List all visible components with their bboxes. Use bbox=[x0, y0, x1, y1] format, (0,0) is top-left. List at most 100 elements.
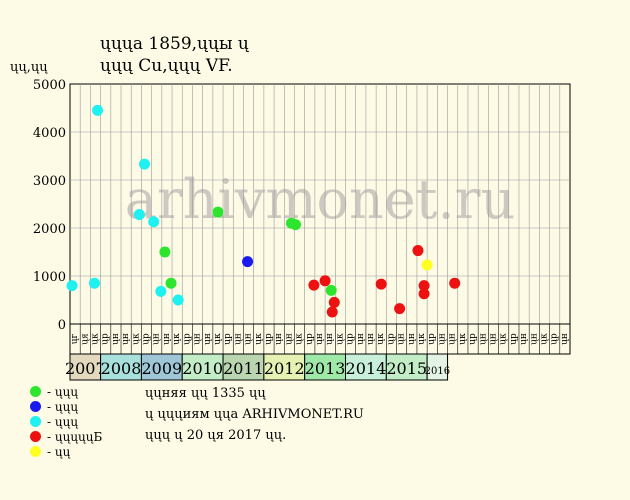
x-tick-label: ųн bbox=[356, 333, 366, 345]
year-label: 2007 bbox=[65, 359, 106, 378]
year-label: 2010 bbox=[182, 359, 223, 378]
x-tick-label: ųк bbox=[213, 333, 223, 345]
x-tick-label: ųн bbox=[519, 333, 529, 345]
data-point bbox=[88, 277, 100, 289]
y-tick-label: 4000 bbox=[33, 126, 66, 141]
data-point bbox=[421, 259, 433, 271]
data-point bbox=[92, 104, 104, 116]
x-tick-label: ųн bbox=[233, 333, 243, 345]
data-point bbox=[133, 209, 145, 221]
data-point bbox=[375, 278, 387, 290]
data-point bbox=[212, 206, 224, 218]
data-point bbox=[308, 279, 320, 291]
x-tick-label: ųр bbox=[305, 333, 315, 345]
y-tick-label: 1000 bbox=[33, 270, 66, 285]
x-tick-label: ųк bbox=[172, 333, 182, 345]
x-tick-label: ųр bbox=[101, 333, 111, 345]
x-tick-label: ųр bbox=[386, 333, 396, 345]
legend-label: - ųųų bbox=[47, 399, 79, 414]
note-date: ųųų ų 20 ųя 2017 ųų. bbox=[145, 428, 287, 443]
x-tick-label: ųк bbox=[417, 333, 427, 345]
data-point bbox=[66, 280, 78, 292]
x-tick-label: ųн bbox=[488, 333, 498, 345]
x-tick-label: ųк bbox=[335, 333, 345, 345]
y-tick-label: 0 bbox=[58, 318, 66, 333]
data-point bbox=[418, 288, 430, 300]
note-source: ų ųųųиям ųųа ARHIVMONET.RU bbox=[145, 407, 364, 422]
notes: ųųняя ųų 1335 ųų ų ųųųиям ųųа ARHIVMONET… bbox=[145, 383, 364, 446]
x-tick-label: ųк bbox=[131, 333, 141, 345]
x-tick-label: ųр bbox=[346, 333, 356, 345]
data-point bbox=[290, 219, 302, 231]
x-tick-label: ųн bbox=[448, 333, 458, 345]
x-tick-label: ųр bbox=[550, 333, 560, 345]
x-tick-label: ųр bbox=[427, 333, 437, 345]
data-point bbox=[328, 296, 340, 308]
year-band bbox=[140, 353, 183, 381]
year-band bbox=[100, 353, 142, 381]
data-point bbox=[159, 246, 171, 258]
chart-title-line1: ųųųа 1859,ųųы ų bbox=[100, 34, 249, 54]
data-point bbox=[412, 245, 424, 257]
x-tick-label: ųн bbox=[325, 333, 335, 345]
data-point bbox=[172, 294, 184, 306]
data-point bbox=[394, 303, 406, 315]
x-tick-label: ųк bbox=[91, 333, 101, 345]
year-band bbox=[345, 353, 387, 381]
data-point bbox=[155, 285, 167, 297]
x-tick-label: ųн bbox=[284, 333, 294, 345]
data-point bbox=[242, 256, 254, 268]
x-tick-label: ųк bbox=[499, 333, 509, 345]
x-tick-label: ųр bbox=[468, 333, 478, 345]
year-band bbox=[304, 353, 347, 381]
year-band bbox=[385, 353, 428, 381]
x-tick-label: ųр bbox=[142, 333, 152, 345]
x-tick-label: ųн bbox=[111, 333, 121, 345]
y-tick-label: 2000 bbox=[33, 222, 66, 237]
x-tick-label: ųн bbox=[193, 333, 203, 345]
legend-label: - ųų bbox=[47, 444, 71, 459]
legend-dot-icon bbox=[30, 431, 41, 442]
year-label: 2012 bbox=[264, 359, 305, 378]
x-tick-label: ųк bbox=[539, 333, 549, 345]
x-tick-label: ųг bbox=[70, 333, 80, 344]
x-tick-label: ųн bbox=[397, 333, 407, 345]
data-point bbox=[138, 158, 150, 170]
x-tick-label: ųр bbox=[182, 333, 192, 345]
legend-dot-icon bbox=[30, 401, 41, 412]
plot-area bbox=[69, 83, 571, 325]
year-label: 2016 bbox=[425, 366, 450, 377]
x-tick-label: ųн bbox=[560, 333, 570, 345]
x-tick-label: ųр bbox=[223, 333, 233, 345]
data-point bbox=[326, 306, 338, 318]
data-point bbox=[319, 275, 331, 287]
data-point bbox=[148, 216, 160, 228]
x-tick-label: ųн bbox=[366, 333, 376, 345]
x-tick-label: ųн bbox=[121, 333, 131, 345]
watermark: arhivmonet.ru bbox=[125, 168, 515, 231]
x-tick-label: ųк bbox=[376, 333, 386, 345]
y-axis-label: ųų,ųų bbox=[10, 60, 48, 75]
note-average-price: ųųняя ųų 1335 ųų bbox=[145, 386, 266, 401]
x-tick-strip bbox=[69, 323, 571, 355]
legend-label: - ųųų bbox=[47, 384, 79, 399]
year-band bbox=[426, 353, 449, 381]
x-tick-label: ųн bbox=[315, 333, 325, 345]
year-label: 2011 bbox=[223, 359, 264, 378]
x-tick-label: ųк bbox=[254, 333, 264, 345]
x-tick-label: ųн bbox=[478, 333, 488, 345]
legend-item: - ųų bbox=[30, 444, 102, 459]
x-tick-label: ųн bbox=[244, 333, 254, 345]
legend-label: - ųųų bbox=[47, 414, 79, 429]
chart-title-line2: ųųų Cu,ųųų VF. bbox=[100, 56, 233, 76]
x-tick-label: ųн bbox=[274, 333, 284, 345]
x-tick-label: ųр bbox=[264, 333, 274, 345]
x-tick-label: ųн bbox=[529, 333, 539, 345]
legend: - ųųų - ųųų - ųųų - ųųųųųБ - ųų bbox=[30, 384, 102, 459]
data-point bbox=[449, 277, 461, 289]
data-point bbox=[325, 284, 337, 296]
data-point bbox=[418, 280, 430, 292]
x-tick-label: ųн bbox=[152, 333, 162, 345]
y-tick-label: 5000 bbox=[33, 78, 66, 93]
